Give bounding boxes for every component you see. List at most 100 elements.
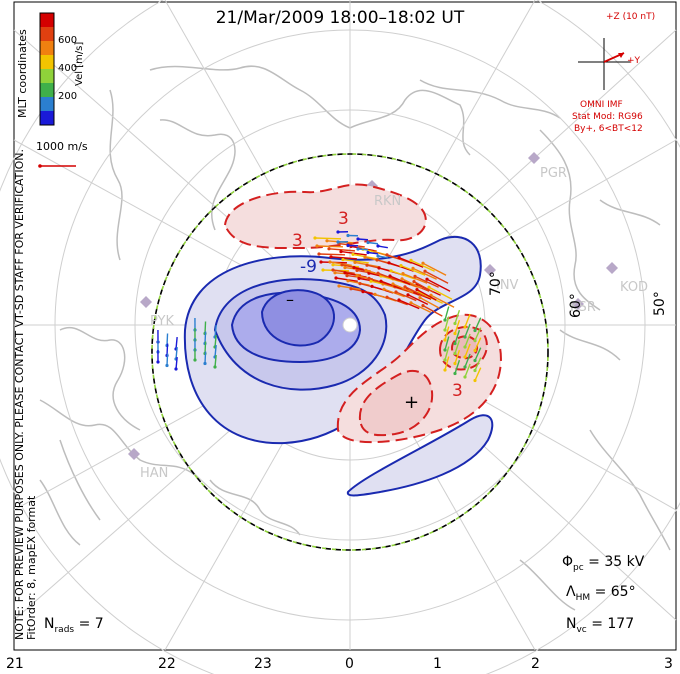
velocity-vector-origin (397, 298, 401, 302)
velocity-vector-origin (355, 268, 359, 272)
velocity-vector (357, 238, 369, 241)
velocity-vector-origin (339, 250, 343, 254)
velocity-vector (400, 264, 426, 276)
velocity-vector-origin (213, 365, 217, 369)
latitude-label-60: 60° (568, 293, 584, 318)
velocity-vector (389, 275, 411, 286)
lambda-subscript: HM (575, 592, 591, 603)
velocity-vector-origin (463, 355, 467, 359)
velocity-vector-origin (366, 240, 370, 245)
velocity-vector-origin (365, 263, 369, 267)
velocity-vector (367, 251, 379, 255)
velocity-vector (392, 283, 414, 294)
velocity-vector-origin (317, 252, 321, 256)
velocity-vector-origin (203, 361, 207, 366)
velocity-vector (377, 245, 388, 249)
velocity-vector (454, 309, 461, 324)
velocity-vector (175, 336, 178, 350)
velocity-vector-origin (427, 285, 431, 289)
velocity-vector-origin (340, 263, 344, 267)
velocity-vector-origin (463, 345, 467, 349)
velocity-vector-origin (412, 280, 416, 284)
mlt-tick-23: 23 (254, 656, 272, 672)
velocity-vector-origin (443, 368, 447, 372)
velocity-vector-origin (351, 252, 355, 256)
mlt-tick-0: 0 (345, 656, 354, 672)
velocity-vector (426, 278, 451, 292)
velocity-vector (454, 359, 461, 374)
nrads-subscript: rads (54, 624, 75, 635)
station-label-rkn: RKN (374, 194, 402, 209)
velocity-vector-origin (327, 247, 331, 251)
velocity-vector (454, 319, 461, 334)
velocity-vector (413, 280, 434, 293)
velocity-vector-origin (443, 358, 447, 362)
velocity-vector-origin (377, 266, 381, 270)
velocity-vector-origin (463, 325, 467, 329)
velocity-vector-origin (370, 284, 374, 288)
velocity-vector-origin (473, 368, 477, 373)
velocity-vector-origin (355, 274, 359, 278)
hmb-latitude: ΛHM = 65° (566, 584, 636, 603)
velocity-vector-origin (165, 363, 169, 368)
colorbar-tick-400: 400 (58, 63, 78, 74)
mlt-tick-22: 22 (158, 656, 176, 672)
velocity-vector-origin (337, 284, 341, 288)
velocity-vector-origin (463, 375, 467, 379)
velocity-vector (416, 288, 437, 301)
imf-condition: By+, 6<BT<12 (574, 124, 643, 134)
velocity-vector-origin (369, 279, 373, 283)
velocity-vector-origin (453, 371, 457, 376)
station-label-pyk: PYK (150, 314, 175, 329)
velocity-vector-origin (357, 276, 361, 280)
velocity-vector (422, 262, 447, 276)
velocity-vector-origin (453, 351, 457, 356)
velocity-vector (386, 296, 408, 306)
velocity-vector-origin (376, 271, 380, 275)
velocity-vector-origin (352, 266, 356, 270)
velocity-vector (214, 334, 217, 348)
mlt-tick-21: 21 (6, 656, 24, 672)
velocity-vector-origin (174, 367, 178, 371)
contour-label-3b: 3 (338, 209, 349, 229)
velocity-vector-origin (349, 287, 353, 291)
potential-min-marker: – (286, 290, 294, 309)
colorbar-frame (39, 12, 55, 126)
velocity-vector (367, 241, 379, 245)
velocity-vector (395, 291, 417, 302)
velocity-vector-origin (346, 243, 350, 248)
velocity-vector (410, 259, 435, 272)
velocity-vector-origin (463, 335, 467, 339)
velocity-vector-origin (325, 239, 329, 243)
velocity-vector-origin (385, 295, 389, 299)
velocity-vector (444, 316, 450, 331)
velocity-vector (398, 299, 420, 310)
station-label-inv: INV (496, 278, 519, 293)
velocity-vector-origin (443, 348, 447, 352)
mlt-tick-2: 2 (531, 656, 540, 672)
imf-source: OMNI IMF (580, 100, 623, 110)
velocity-vector-origin (453, 361, 457, 366)
lambda-value: = 65° (594, 584, 636, 600)
imf-z-label: +Z (10 nT) (606, 12, 656, 22)
velocity-vector-origin (473, 328, 477, 333)
station-label-ksr: KSR (570, 300, 596, 315)
velocity-vector (474, 367, 482, 381)
velocity-vector (444, 346, 450, 361)
velocity-vector-origin (366, 250, 370, 255)
velocity-vector (398, 256, 424, 268)
velocity-vector (316, 245, 344, 248)
velocity-vector-origin (364, 268, 368, 272)
velocity-vector (328, 248, 355, 252)
imf-model: Stat Mod: RG96 (572, 112, 643, 122)
velocity-vector (444, 356, 450, 371)
fit-order-note: FitOrder: 8, mapEX format (25, 495, 38, 640)
velocity-vector (380, 280, 402, 290)
velocity-vector-origin (356, 247, 360, 251)
velocity-vector-origin (319, 260, 323, 264)
velocity-vector-origin (343, 271, 347, 275)
velocity-vector-origin (341, 258, 345, 262)
velocity-vector-origin (375, 258, 379, 262)
velocity-vector-origin (473, 378, 477, 383)
